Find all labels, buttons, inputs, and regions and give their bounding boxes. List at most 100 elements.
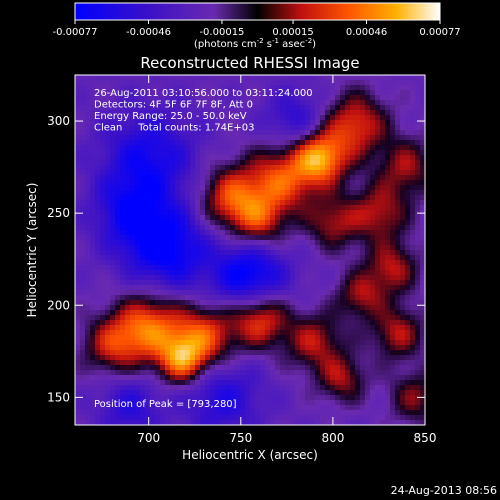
heatmap-cell <box>135 180 141 186</box>
heatmap-cell <box>295 390 301 396</box>
heatmap-cell <box>370 310 376 316</box>
heatmap-cell <box>390 255 396 261</box>
heatmap-cell <box>225 345 231 351</box>
heatmap-cell <box>400 305 406 311</box>
heatmap-cell <box>240 100 246 106</box>
heatmap-cell <box>220 370 226 376</box>
heatmap-cell <box>255 410 261 416</box>
heatmap-cell <box>135 185 141 191</box>
heatmap-cell <box>195 220 201 226</box>
heatmap-cell <box>185 280 191 286</box>
heatmap-cell <box>90 75 96 81</box>
heatmap-cell <box>125 185 131 191</box>
heatmap-cell <box>75 250 81 256</box>
heatmap-cell <box>325 215 331 221</box>
heatmap-cell <box>355 135 361 141</box>
heatmap-cell <box>210 175 216 181</box>
heatmap-cell <box>230 350 236 356</box>
heatmap-cell <box>395 325 401 331</box>
heatmap-cell <box>120 120 126 126</box>
heatmap-cell <box>195 350 201 356</box>
heatmap-cell <box>130 365 136 371</box>
heatmap-cell <box>310 295 316 301</box>
heatmap-cell <box>420 345 425 351</box>
heatmap-cell <box>390 400 396 406</box>
heatmap-cell <box>150 400 156 406</box>
heatmap-cell <box>185 145 191 151</box>
heatmap-cell <box>345 365 351 371</box>
heatmap-cell <box>315 420 321 425</box>
heatmap-cell <box>175 95 181 101</box>
heatmap-cell <box>245 345 251 351</box>
heatmap-cell <box>415 130 421 136</box>
heatmap-cell <box>245 80 251 86</box>
heatmap-cell <box>130 245 136 251</box>
heatmap-cell <box>280 345 286 351</box>
heatmap-cell <box>365 360 371 366</box>
heatmap-cell <box>275 75 281 81</box>
heatmap-cell <box>255 150 261 156</box>
heatmap-cell <box>145 180 151 186</box>
heatmap-cell <box>335 125 341 131</box>
heatmap-cell <box>95 360 101 366</box>
heatmap-cell <box>80 140 86 146</box>
heatmap-cell <box>275 380 281 386</box>
heatmap-cell <box>285 130 291 136</box>
heatmap-cell <box>125 420 131 425</box>
heatmap-cell <box>320 240 326 246</box>
heatmap-cell <box>205 410 211 416</box>
heatmap-cell <box>75 95 81 101</box>
heatmap-cell <box>250 135 256 141</box>
heatmap-cell <box>245 260 251 266</box>
heatmap-cell <box>405 165 411 171</box>
heatmap-cell <box>405 345 411 351</box>
heatmap-cell <box>400 165 406 171</box>
heatmap-cell <box>345 220 351 226</box>
heatmap-cell <box>205 155 211 161</box>
heatmap-cell <box>120 415 126 421</box>
heatmap-cell <box>390 360 396 366</box>
heatmap-cell <box>75 80 81 86</box>
heatmap-cell <box>355 120 361 126</box>
heatmap-cell <box>305 355 311 361</box>
heatmap-cell <box>85 205 91 211</box>
heatmap-cell <box>235 330 241 336</box>
heatmap-cell <box>250 405 256 411</box>
heatmap-cell <box>85 250 91 256</box>
heatmap-cell <box>220 105 226 111</box>
heatmap-cell <box>245 400 251 406</box>
heatmap-cell <box>255 395 261 401</box>
heatmap-cell <box>195 175 201 181</box>
heatmap-cell <box>235 270 241 276</box>
heatmap-cell <box>320 310 326 316</box>
heatmap-cell <box>415 310 421 316</box>
heatmap-cell <box>110 160 116 166</box>
colorbar: -0.00077 -0.00046 -0.00015 0.00015 0.00046 0.… <box>53 2 461 50</box>
heatmap-cell <box>110 365 116 371</box>
heatmap-cell <box>80 95 86 101</box>
heatmap-cell <box>345 310 351 316</box>
heatmap-cell <box>180 325 186 331</box>
heatmap-cell <box>420 225 425 231</box>
heatmap-cell <box>275 285 281 291</box>
heatmap-cell <box>145 390 151 396</box>
heatmap-cell <box>300 355 306 361</box>
heatmap-cell <box>230 255 236 261</box>
heatmap-cell <box>135 310 141 316</box>
heatmap-cell <box>340 150 346 156</box>
heatmap-cell <box>80 260 86 266</box>
heatmap-cell <box>115 140 121 146</box>
heatmap-cell <box>100 300 106 306</box>
heatmap-cell <box>350 105 356 111</box>
heatmap-cell <box>360 300 366 306</box>
heatmap-cell <box>135 255 141 261</box>
heatmap-cell <box>380 280 386 286</box>
heatmap-cell <box>185 415 191 421</box>
heatmap-cell <box>305 195 311 201</box>
heatmap-cell <box>360 305 366 311</box>
heatmap-cell <box>270 300 276 306</box>
heatmap-cell <box>180 85 186 91</box>
heatmap-cell <box>285 335 291 341</box>
heatmap-cell <box>225 200 231 206</box>
heatmap-cell <box>365 420 371 425</box>
